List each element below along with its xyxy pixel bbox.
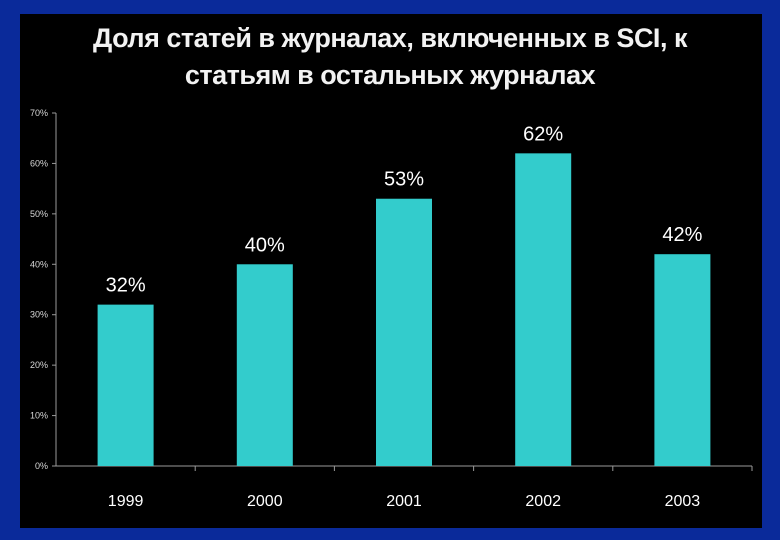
chart-title: Доля статей в журналах, включенных в SCI… xyxy=(0,20,780,94)
bar-value-label: 40% xyxy=(245,234,285,256)
x-tick-label: 2002 xyxy=(525,493,561,510)
bar xyxy=(654,254,711,466)
bar xyxy=(236,264,293,466)
bar-value-label: 53% xyxy=(384,169,424,191)
y-tick-label: 30% xyxy=(30,310,48,320)
bar xyxy=(515,153,572,467)
y-tick-label: 60% xyxy=(30,158,48,168)
x-tick-label: 2000 xyxy=(247,493,283,510)
y-tick-label: 20% xyxy=(30,360,48,370)
x-tick-label: 2001 xyxy=(386,493,422,510)
bar-value-label: 32% xyxy=(106,275,146,297)
bar-value-label: 62% xyxy=(523,123,563,145)
x-tick-label: 1999 xyxy=(108,493,144,510)
x-tick-label: 2003 xyxy=(665,493,701,510)
y-tick-label: 10% xyxy=(30,411,48,421)
y-tick-label: 40% xyxy=(30,259,48,269)
y-tick-label: 50% xyxy=(30,209,48,219)
y-tick-label: 70% xyxy=(30,108,48,118)
bar xyxy=(97,304,154,466)
bar-value-label: 42% xyxy=(662,224,702,246)
bar xyxy=(376,198,432,466)
chart-title-line-2: статьям в остальных журналах xyxy=(184,60,596,90)
y-tick-label: 0% xyxy=(35,461,48,471)
chart-title-line-1: Доля статей в журналах, включенных в SCI… xyxy=(93,23,687,53)
